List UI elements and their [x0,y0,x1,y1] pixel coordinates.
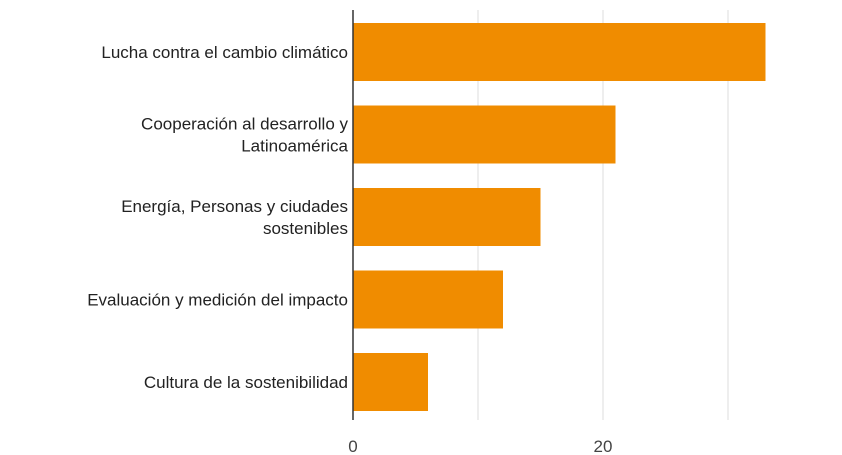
category-label-1-line-0: Cooperación al desarrollo y [141,115,348,134]
category-label-4-line-0: Cultura de la sostenibilidad [144,373,348,392]
x-tick-label-0: 0 [348,437,357,455]
bar-0 [353,23,766,81]
category-label-2-line-1: sostenibles [263,219,348,238]
bar-3 [353,270,503,329]
category-label-2-line-0: Energía, Personas y ciudades [121,197,348,216]
bar-1 [353,105,616,164]
category-label-3-line-0: Evaluación y medición del impacto [87,291,348,310]
x-tick-labels: 0 20 [348,437,612,455]
bar-4 [353,353,428,411]
bar-2 [353,188,541,246]
category-label-0-line-0: Lucha contra el cambio climático [101,43,348,62]
bars [353,23,766,411]
category-labels: Lucha contra el cambio climático Cooperac… [87,43,348,392]
x-tick-label-1: 20 [594,437,613,455]
category-label-1-line-1: Latinoamérica [241,137,348,156]
